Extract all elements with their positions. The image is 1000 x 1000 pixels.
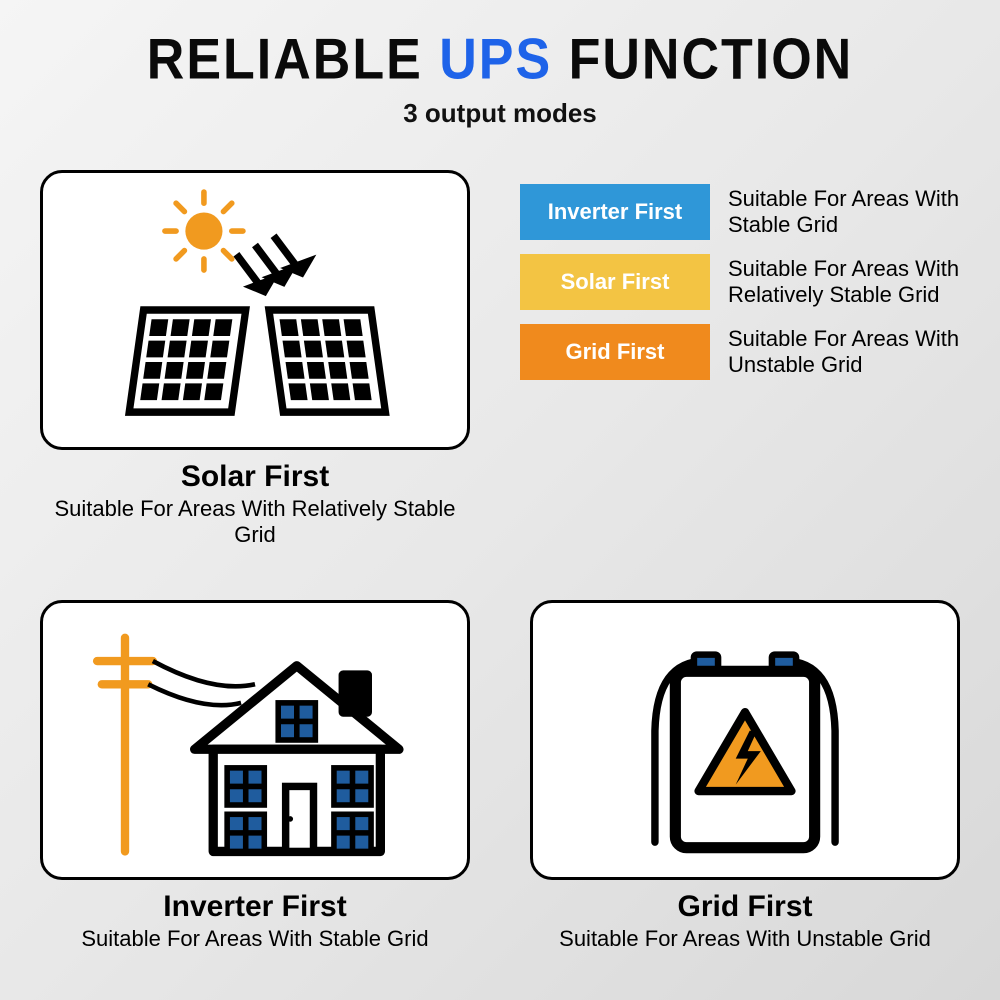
legend-box-grid: Grid First [520,324,710,380]
page-subtitle: 3 output modes [0,98,1000,129]
legend-row-solar: Solar First Suitable For Areas With Rela… [520,254,980,310]
legend-row-inverter: Inverter First Suitable For Areas With S… [520,184,980,240]
card-inverter [40,600,470,880]
card-solar [40,170,470,450]
legend-desc-solar: Suitable For Areas With Relatively Stabl… [728,256,980,309]
caption-inverter: Inverter First Suitable For Areas With S… [40,890,470,952]
caption-inverter-desc: Suitable For Areas With Stable Grid [40,926,470,952]
legend-box-inverter: Inverter First [520,184,710,240]
caption-grid-desc: Suitable For Areas With Unstable Grid [530,926,960,952]
house-grid-icon [50,610,460,870]
title-post: FUNCTION [552,28,853,92]
legend-box-solar: Solar First [520,254,710,310]
legend-desc-grid: Suitable For Areas With Unstable Grid [728,326,980,379]
caption-grid: Grid First Suitable For Areas With Unsta… [530,890,960,952]
legend: Inverter First Suitable For Areas With S… [520,184,980,394]
caption-solar-title: Solar First [40,460,470,494]
title-pre: RELIABLE [147,28,439,92]
legend-desc-inverter: Suitable For Areas With Stable Grid [728,186,980,239]
solar-panel-icon [50,180,460,440]
legend-row-grid: Grid First Suitable For Areas With Unsta… [520,324,980,380]
caption-inverter-title: Inverter First [40,890,470,924]
caption-solar-desc: Suitable For Areas With Relatively Stabl… [40,496,470,549]
battery-warning-icon [540,610,950,870]
caption-solar: Solar First Suitable For Areas With Rela… [40,460,470,549]
title-accent: UPS [439,28,552,92]
caption-grid-title: Grid First [530,890,960,924]
page-title: RELIABLE UPS FUNCTION [0,27,1000,93]
header: RELIABLE UPS FUNCTION 3 output modes [0,0,1000,129]
card-grid [530,600,960,880]
